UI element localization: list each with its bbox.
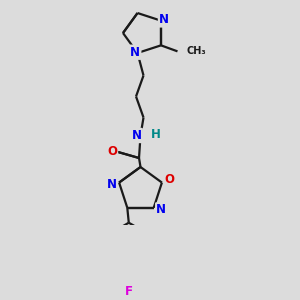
Text: CH₃: CH₃ — [187, 46, 206, 56]
Text: O: O — [107, 145, 117, 158]
Text: F: F — [125, 285, 133, 298]
Text: H: H — [151, 128, 161, 140]
Text: N: N — [132, 129, 142, 142]
Text: N: N — [156, 203, 166, 217]
Text: N: N — [159, 14, 169, 26]
Text: O: O — [164, 173, 174, 186]
Text: N: N — [130, 46, 140, 59]
Text: N: N — [106, 178, 117, 191]
